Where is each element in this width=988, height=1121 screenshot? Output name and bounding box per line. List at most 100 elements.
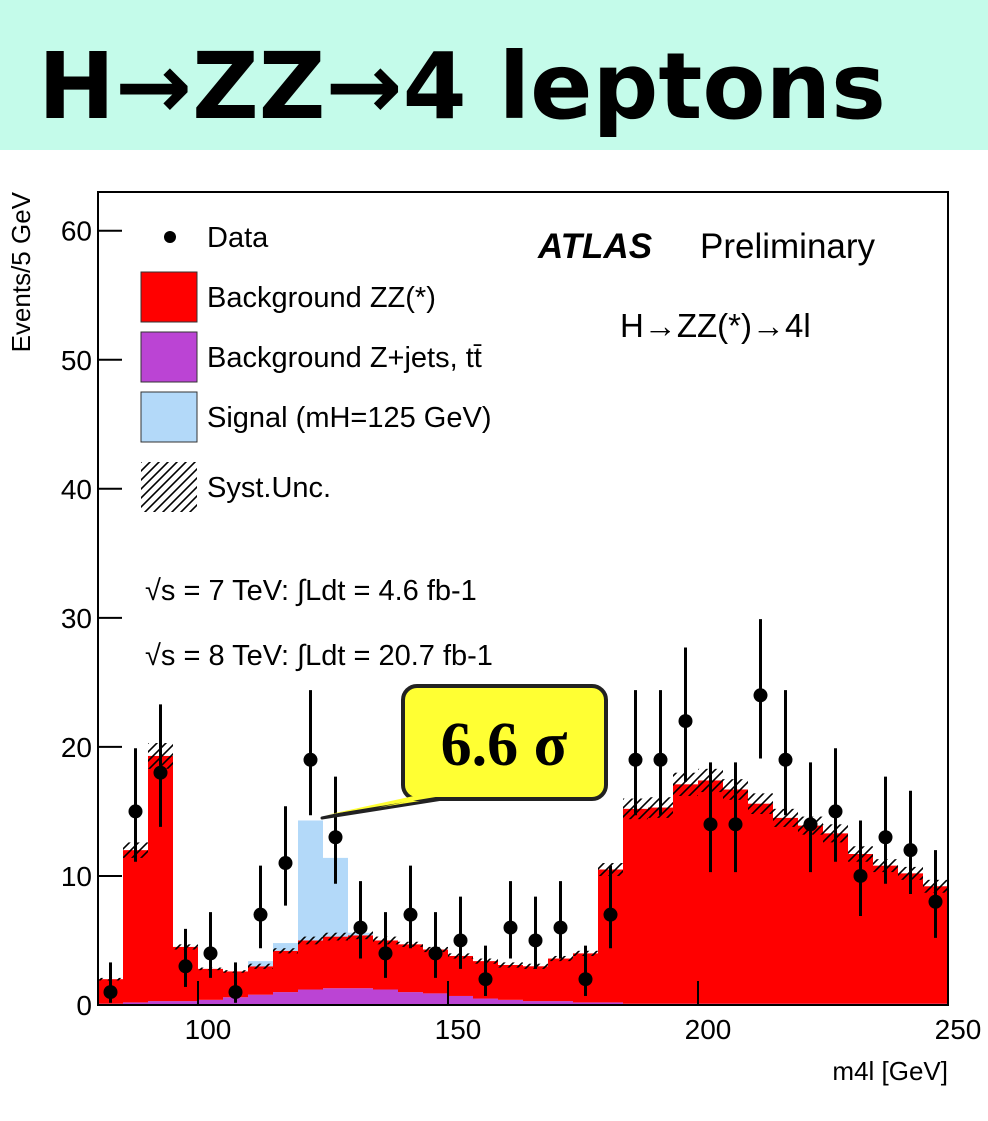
legend-label: Data xyxy=(207,222,269,254)
x-tick-label: 250 xyxy=(935,1014,982,1045)
hist-bar xyxy=(548,958,573,1002)
hist-bar xyxy=(673,784,698,1004)
legend-label: Background Z+jets, tt̄ xyxy=(207,342,482,374)
hist-bar xyxy=(523,1001,548,1005)
data-point xyxy=(528,933,543,948)
data-point xyxy=(878,830,893,845)
syst-band xyxy=(748,793,773,815)
y-tick-label: 20 xyxy=(61,732,92,763)
syst-band xyxy=(298,936,323,945)
data-point xyxy=(453,933,468,948)
hist-bar xyxy=(298,940,323,990)
atlas-label: ATLAS xyxy=(537,227,652,266)
hist-bar xyxy=(548,1001,573,1005)
data-point xyxy=(628,752,643,767)
plot-area xyxy=(98,619,948,1005)
x-tick-label: 200 xyxy=(685,1014,732,1045)
hist-bar xyxy=(248,961,273,967)
y-tick-label: 60 xyxy=(61,216,92,247)
hist-bar xyxy=(273,943,298,951)
hist-bar xyxy=(298,820,323,941)
data-point xyxy=(403,907,418,922)
data-point xyxy=(378,946,393,961)
hist-bar xyxy=(248,994,273,1005)
y-axis-label: Events/5 GeV xyxy=(6,191,36,352)
data-point xyxy=(928,894,943,909)
x-tick-label: 150 xyxy=(435,1014,482,1045)
data-point xyxy=(728,817,743,832)
hist-bar xyxy=(298,989,323,1005)
hist-bar xyxy=(173,1001,198,1005)
syst-band xyxy=(248,963,273,969)
lumi-7tev: √s = 7 TeV: ∫Ldt = 4.6 fb-1 xyxy=(145,575,477,607)
data-point xyxy=(278,856,293,871)
data-point xyxy=(128,804,143,819)
data-point xyxy=(578,972,593,987)
hist-bar xyxy=(323,988,348,1005)
syst-band xyxy=(773,808,798,827)
data-point xyxy=(853,868,868,883)
data-point xyxy=(553,920,568,935)
hist-bar xyxy=(898,873,923,1004)
legend-label: Syst.Unc. xyxy=(207,472,331,504)
legend-swatch xyxy=(140,271,198,323)
y-tick-label: 50 xyxy=(61,345,92,376)
legend-swatch xyxy=(140,331,198,383)
data-point xyxy=(603,907,618,922)
hist-bar xyxy=(598,1002,623,1005)
data-point xyxy=(153,765,168,780)
hist-bar xyxy=(398,992,423,1005)
data-point xyxy=(778,752,793,767)
syst-band xyxy=(673,772,698,796)
legend-swatch xyxy=(164,231,176,243)
frame xyxy=(97,191,949,1006)
hist-bar xyxy=(148,1001,173,1005)
legend-label: Signal (mH=125 GeV) xyxy=(207,402,492,434)
syst-band xyxy=(273,948,298,954)
legend: Data Background ZZ(*) Background Z+jets, t… xyxy=(140,222,492,512)
data-point xyxy=(303,752,318,767)
hist-bar xyxy=(198,999,223,1005)
data-point xyxy=(428,946,443,961)
legend-label: Background ZZ(*) xyxy=(207,282,436,314)
data-point xyxy=(803,817,818,832)
data-point xyxy=(828,804,843,819)
syst-band xyxy=(498,962,523,968)
header-band xyxy=(0,0,988,150)
data-point xyxy=(228,985,243,1000)
hist-bar xyxy=(873,865,898,1004)
syst-band xyxy=(323,932,348,941)
hist-bar xyxy=(448,995,473,1005)
data-point xyxy=(653,752,668,767)
hist-bar xyxy=(123,850,148,1003)
data-point xyxy=(903,843,918,858)
legend-swatch xyxy=(140,391,198,443)
data-point xyxy=(503,920,518,935)
x-tick-label: 100 xyxy=(185,1014,232,1045)
y-tick-label: 40 xyxy=(61,474,92,505)
hist-bar xyxy=(123,1002,148,1005)
channel-label: H→ZZ(*)→4l xyxy=(620,307,811,344)
lumi-8tev: √s = 8 TeV: ∫Ldt = 20.7 fb-1 xyxy=(145,640,493,672)
hist-bar xyxy=(748,803,773,1004)
significance-label: 6.6 σ xyxy=(441,711,568,779)
y-tick-label: 30 xyxy=(61,603,92,634)
hist-bar xyxy=(323,936,348,989)
data-point xyxy=(678,714,693,729)
hist-bar xyxy=(648,807,673,1004)
hist-bar xyxy=(348,988,373,1005)
legend-swatch xyxy=(141,462,197,512)
callout-join xyxy=(326,792,466,815)
data-point xyxy=(703,817,718,832)
hist-bar xyxy=(523,966,548,1002)
data-point xyxy=(353,920,368,935)
hist-bar xyxy=(373,989,398,1005)
hist-bar xyxy=(423,993,448,1005)
hist-bar xyxy=(273,992,298,1005)
slide-title: H→ZZ→4 leptons xyxy=(38,33,886,140)
hist-bar xyxy=(248,966,273,995)
hist-bar xyxy=(623,808,648,1004)
data-point xyxy=(103,985,118,1000)
